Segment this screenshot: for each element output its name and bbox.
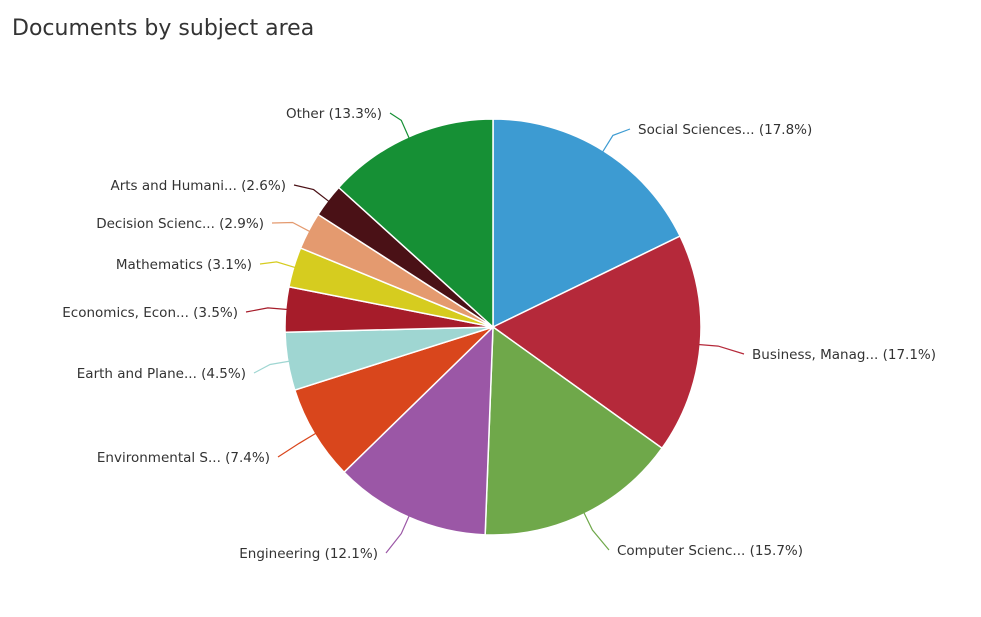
slice-label: Other (13.3%) xyxy=(286,106,382,122)
leader-line xyxy=(259,261,296,269)
slice-label: Economics, Econ... (3.5%) xyxy=(62,305,238,321)
leader-line xyxy=(253,360,290,374)
leader-line xyxy=(698,343,745,355)
slice-label: Arts and Humani... (2.6%) xyxy=(110,178,286,194)
leader-line xyxy=(271,221,311,233)
leader-line xyxy=(601,128,631,153)
chart-title: Documents by subject area xyxy=(12,16,315,41)
slice-label: Mathematics (3.1%) xyxy=(116,257,252,273)
leader-line xyxy=(277,432,317,458)
slice-label: Social Sciences... (17.8%) xyxy=(638,122,812,138)
slice-label: Engineering (12.1%) xyxy=(239,546,378,562)
leader-line xyxy=(293,184,330,203)
leader-line xyxy=(389,112,410,139)
slice-label: Decision Scienc... (2.9%) xyxy=(96,216,264,232)
leader-line xyxy=(385,515,410,554)
slice-label: Computer Scienc... (15.7%) xyxy=(617,543,803,559)
slice-label: Business, Manag... (17.1%) xyxy=(752,347,936,363)
slice-label: Earth and Plane... (4.5%) xyxy=(77,366,246,382)
leader-line xyxy=(245,307,288,313)
leader-line xyxy=(583,511,610,551)
slice-label: Environmental S... (7.4%) xyxy=(97,450,270,466)
